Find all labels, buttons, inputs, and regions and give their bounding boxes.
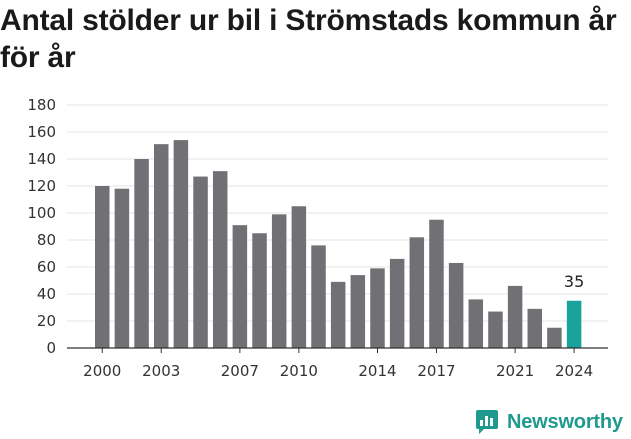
bar-2008 — [252, 233, 267, 348]
x-tick-label: 2021 — [496, 362, 534, 380]
bar-2016 — [409, 237, 425, 348]
brand-name: Newsworthy — [507, 410, 623, 433]
bar-2002 — [134, 159, 149, 348]
bar-2013 — [350, 275, 366, 348]
y-tick-label: 100 — [27, 204, 56, 222]
x-tick-label: 2014 — [358, 362, 396, 380]
bar-2011 — [311, 245, 326, 348]
bar-2000 — [95, 186, 110, 348]
y-tick-label: 140 — [27, 150, 56, 168]
y-tick-label: 180 — [27, 96, 56, 114]
bar-2005 — [193, 176, 208, 348]
y-tick-label: 0 — [46, 339, 56, 357]
x-tick-label: 2010 — [280, 362, 318, 380]
x-tick-label: 2000 — [83, 362, 121, 380]
x-tick-label: 2007 — [221, 362, 259, 380]
bar-2017 — [429, 219, 444, 348]
chart-title: Antal stölder ur bil i Strömstads kommun… — [0, 4, 617, 74]
bar-2022 — [527, 308, 543, 348]
x-tick-label: 2017 — [417, 362, 455, 380]
bar-2012 — [330, 281, 346, 348]
bar-2020 — [488, 311, 503, 348]
bar-2001 — [114, 188, 130, 348]
bar-2006 — [212, 171, 228, 348]
bar-2004 — [173, 140, 189, 348]
bar-2009 — [271, 214, 287, 348]
bar-chart: 0 20 40 60 80 100 120 140 160 180 2000 2003 2007 2010… — [27, 96, 608, 380]
y-tick-label: 80 — [37, 231, 56, 249]
y-tick-label: 20 — [37, 312, 56, 330]
bar-2024 — [566, 300, 582, 348]
bar-2018 — [448, 262, 464, 348]
x-tick-label: 2003 — [142, 362, 180, 380]
bar-2019 — [468, 299, 484, 348]
highlight-value-label: 35 — [564, 272, 584, 291]
bar-2003 — [153, 144, 169, 348]
bar-2021 — [507, 285, 523, 348]
x-tick-label: 2024 — [555, 362, 593, 380]
bar-2023 — [547, 327, 562, 348]
bar-2010 — [291, 206, 307, 348]
y-tick-label: 160 — [27, 123, 56, 141]
newsworthy-logo-icon — [476, 410, 498, 434]
y-tick-label: 40 — [37, 285, 56, 303]
bar-2014 — [370, 268, 385, 348]
y-tick-label: 60 — [37, 258, 56, 276]
bar-2007 — [232, 225, 248, 348]
brand-logo: Newsworthy — [475, 407, 623, 437]
bar-2015 — [389, 258, 405, 348]
y-tick-label: 120 — [27, 177, 56, 195]
